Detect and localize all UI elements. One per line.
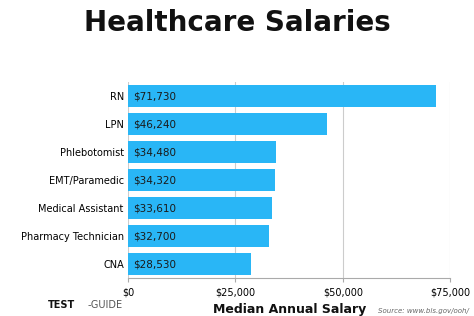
Bar [128,197,273,219]
X-axis label: Median Annual Salary: Median Annual Salary [212,303,366,316]
Text: $32,700: $32,700 [133,231,176,241]
Text: $34,480: $34,480 [133,147,176,157]
Text: Healthcare Salaries: Healthcare Salaries [83,9,391,38]
Text: $33,610: $33,610 [133,203,176,213]
Text: $28,530: $28,530 [133,259,176,269]
Text: $34,320: $34,320 [133,175,176,185]
Text: $46,240: $46,240 [133,119,176,129]
Bar [128,225,268,247]
Text: -GUIDE: -GUIDE [88,300,123,310]
Text: Source: www.bls.gov/ooh/: Source: www.bls.gov/ooh/ [378,308,469,314]
Bar [128,113,327,135]
Text: TEST: TEST [47,300,74,310]
Text: $71,730: $71,730 [133,91,176,101]
Bar [128,141,276,163]
Bar [128,85,436,107]
Bar [128,169,275,191]
Bar [128,253,251,275]
